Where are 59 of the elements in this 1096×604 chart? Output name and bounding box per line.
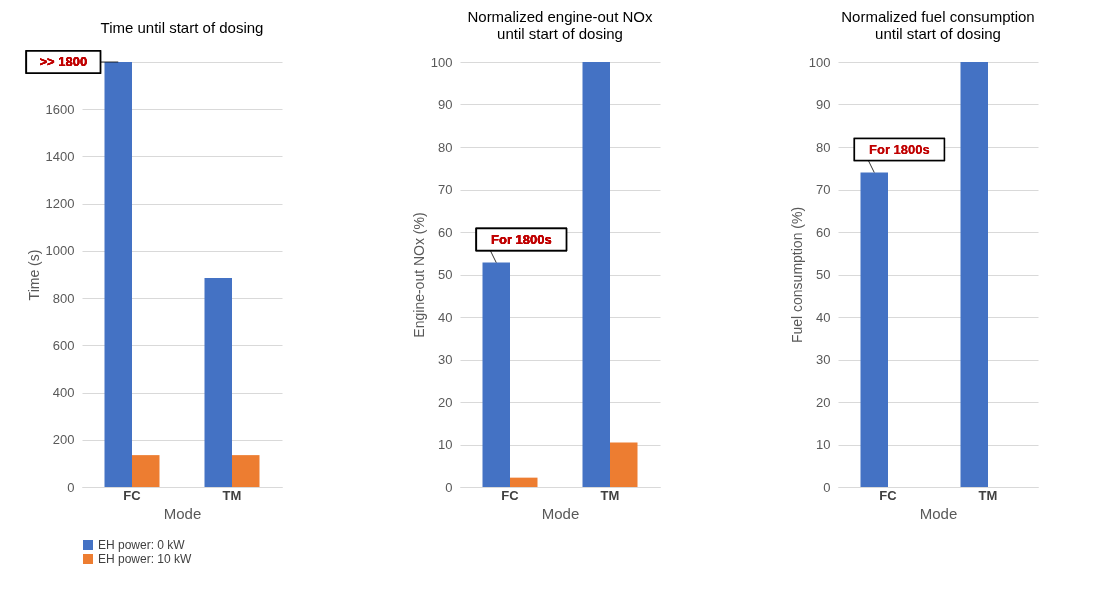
annotation: For 1800s: [491, 231, 552, 247]
bar: [232, 455, 260, 487]
y-tick-label: 0: [67, 479, 75, 495]
bar: [204, 278, 232, 487]
y-tick-label: 70: [438, 182, 453, 197]
x-axis-title: Mode: [919, 504, 958, 522]
y-tick-label: 200: [52, 432, 75, 448]
y-tick-label: 80: [816, 139, 831, 155]
bar: [104, 62, 132, 487]
y-tick-label: 10: [438, 437, 453, 452]
y-tick-label: 400: [52, 385, 75, 401]
y-tick-label: 20: [438, 394, 453, 410]
x-axis-title: Mode: [163, 504, 202, 522]
y-tick-label: 50: [438, 267, 453, 282]
bar: [132, 455, 160, 487]
y-tick-label: 70: [816, 182, 831, 197]
y-tick-label: 60: [816, 224, 831, 240]
y-tick-label: 1400: [45, 148, 75, 164]
legend-label: EH power: 10 kW: [98, 552, 193, 566]
y-tick-label: 100: [808, 54, 831, 70]
chart-title: Normalized engine-out NOx until start of dosing: [467, 8, 654, 42]
y-tick-label: 30: [438, 352, 453, 367]
y-tick-label: 40: [816, 309, 831, 325]
y-axis-title: Fuel consumption (%): [788, 206, 805, 344]
x-tick-label: TM: [600, 487, 620, 503]
y-tick-label: 100: [430, 54, 453, 70]
y-tick-label: 40: [438, 309, 453, 325]
y-tick-label: 1200: [45, 196, 75, 212]
y-axis-title: Engine-out NOx (%): [410, 212, 427, 338]
annotation: For 1800s: [869, 141, 930, 157]
y-tick-label: 50: [816, 267, 831, 282]
bar: [482, 262, 510, 487]
x-tick-label: TM: [222, 487, 242, 503]
y-tick-label: 600: [52, 337, 75, 353]
chart-title: Time until start of dosing: [100, 19, 264, 37]
chart-title: Normalized fuel consumption until start of dosing: [841, 8, 1035, 42]
y-tick-label: 1600: [45, 101, 75, 117]
y-tick-label: 60: [438, 224, 453, 240]
y-tick-label: 0: [823, 479, 831, 495]
y-tick-label: 1000: [45, 243, 75, 259]
y-tick-label: 800: [52, 290, 75, 306]
bar: [582, 62, 610, 487]
y-tick-label: 10: [816, 437, 831, 452]
y-tick-label: 20: [816, 394, 831, 410]
x-axis-title: Mode: [541, 504, 580, 522]
bar: [510, 477, 538, 487]
x-tick-label: FC: [501, 487, 520, 503]
y-tick-label: 80: [438, 139, 453, 155]
y-axis-title: Time (s): [25, 249, 42, 301]
bar: [610, 442, 638, 487]
legend-label: EH power: 0 kW: [98, 538, 186, 552]
y-tick-label: 30: [816, 352, 831, 367]
y-tick-label: 0: [445, 479, 453, 495]
y-tick-label: 90: [438, 97, 453, 112]
x-tick-label: FC: [123, 487, 142, 503]
x-tick-label: TM: [978, 487, 998, 503]
y-tick-label: 90: [816, 97, 831, 112]
annotation: >> 1800: [39, 54, 88, 69]
x-tick-label: FC: [879, 487, 898, 503]
